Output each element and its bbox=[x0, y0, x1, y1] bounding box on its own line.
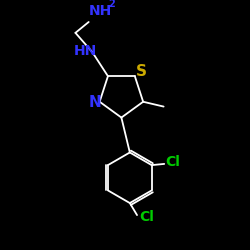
Text: 2: 2 bbox=[108, 0, 115, 9]
Text: HN: HN bbox=[74, 44, 97, 58]
Text: NH: NH bbox=[89, 4, 112, 18]
Text: S: S bbox=[136, 64, 147, 79]
Text: Cl: Cl bbox=[140, 210, 154, 224]
Text: N: N bbox=[89, 96, 102, 110]
Text: Cl: Cl bbox=[166, 155, 180, 169]
